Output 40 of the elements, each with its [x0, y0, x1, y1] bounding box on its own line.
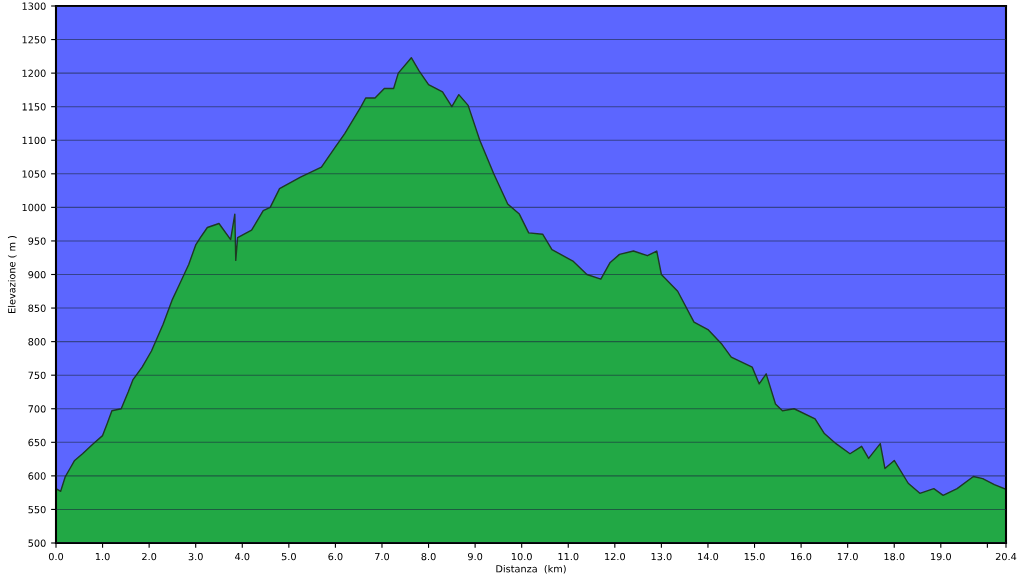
x-tick-label: 19.0 [931, 552, 951, 561]
y-tick-label: 1150 [22, 103, 46, 111]
x-tick-label: 3.0 [188, 552, 203, 561]
y-tick-label: 650 [28, 438, 46, 447]
y-tick-label: 1100 [22, 136, 46, 145]
y-tick-label: 950 [28, 237, 46, 245]
x-tick-label: 8.0 [421, 552, 436, 561]
y-tick-label: 750 [28, 371, 46, 380]
x-tick-label: 17.0 [837, 552, 858, 561]
x-tick-label: 13.0 [651, 552, 672, 561]
x-tick-label: 15.0 [744, 552, 765, 561]
y-tick-label: 500 [28, 539, 46, 547]
x-tick-label: 18.0 [884, 552, 905, 561]
y-tick-label: 550 [28, 505, 46, 514]
y-tick-label: 1250 [22, 36, 46, 44]
x-tick-label: 12.0 [605, 552, 625, 561]
x-tick-label: 11.0 [558, 552, 579, 561]
x-tick-label: 16.0 [791, 552, 812, 561]
x-tick-label: 6.0 [328, 552, 343, 561]
x-tick-label: 4.0 [235, 552, 250, 561]
x-tick-label: 1.0 [95, 552, 110, 561]
y-tick-label: 900 [28, 270, 46, 279]
x-tick-label: 10.0 [511, 552, 532, 561]
y-tick-label: 800 [28, 338, 46, 346]
x-tick-label: 5.0 [281, 552, 296, 561]
x-axis-title: Distanza (km) [496, 564, 566, 574]
y-tick-label: 600 [28, 472, 46, 480]
y-tick-label: 850 [28, 304, 46, 312]
x-tick-label: 7.0 [375, 552, 390, 561]
y-tick-label: 1050 [22, 170, 46, 178]
y-tick-label: 700 [28, 405, 46, 413]
y-axis-title: Elevazione ( m ) [7, 235, 17, 313]
y-tick-label: 1200 [22, 69, 46, 77]
x-tick-label: 9.0 [468, 552, 483, 561]
x-tick-label: 2.0 [142, 552, 157, 561]
x-tick-label: 14.0 [698, 552, 719, 561]
y-tick-label: 1300 [22, 2, 46, 10]
x-tick-label: 20.4 [995, 552, 1017, 561]
x-tick-label: 0.0 [48, 552, 64, 561]
y-tick-label: 1000 [22, 203, 46, 212]
